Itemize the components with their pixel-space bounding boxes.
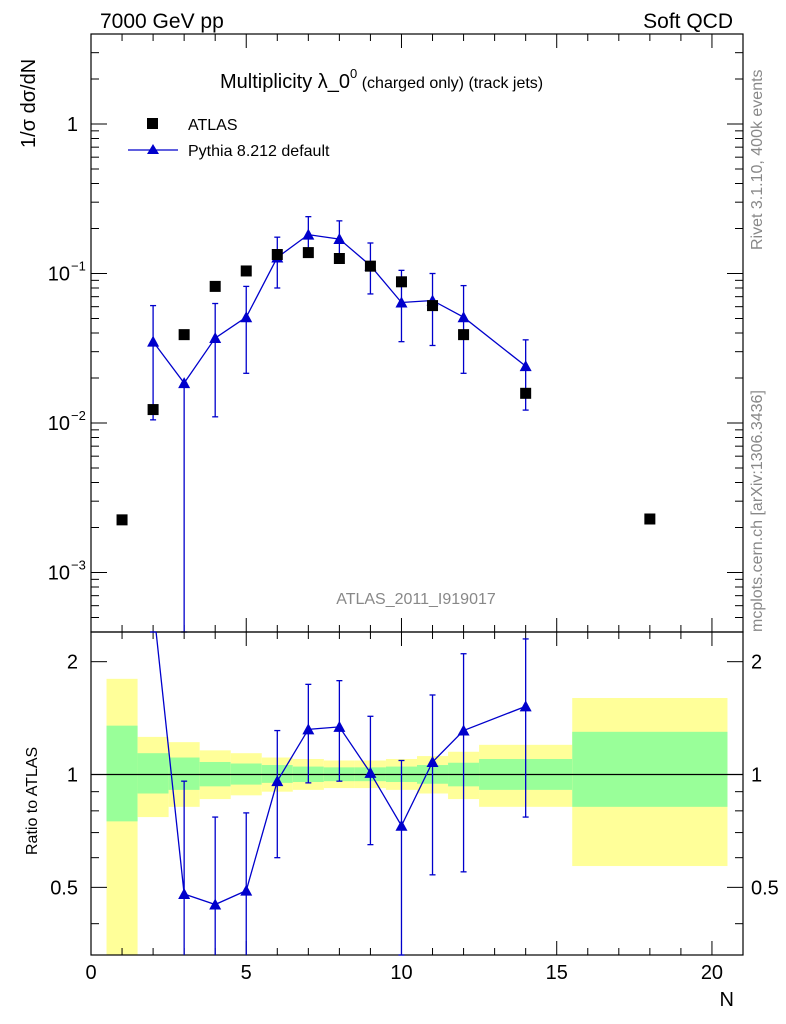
rivet-label: Rivet 3.1.10, 400k events — [749, 69, 766, 250]
ratio-marker-5 — [302, 723, 315, 735]
ratio-ytick-label-left-1: 1 — [67, 765, 78, 787]
atlas-marker-1 — [147, 404, 159, 416]
main-ytick-label-3: 10 — [48, 563, 70, 585]
atlas-marker-2 — [178, 329, 190, 341]
ratio-ytick-label-left-2: 2 — [67, 652, 78, 674]
pythia-marker-2 — [209, 332, 222, 344]
ratio-marker-3 — [240, 884, 253, 896]
x-axis-label: N — [720, 989, 734, 1011]
main-ytick-label-1: 10 — [48, 264, 70, 286]
main-ylabel: 1/σ dσ/dN — [18, 59, 40, 148]
chart-title-tail: (charged only) (track jets) — [357, 75, 543, 92]
x-tick-label-3: 15 — [546, 962, 568, 984]
pythia-marker-0 — [147, 335, 160, 347]
chart-title-main: Multiplicity λ_0 — [220, 71, 350, 93]
x-tick-label-4: 20 — [701, 962, 723, 984]
atlas-marker-3 — [209, 280, 221, 292]
main-ytick-label-exp-3: −3 — [71, 558, 86, 573]
ratio-ytick-label-right-0: 0.5 — [751, 877, 779, 899]
ratio-plot-frame — [90, 631, 744, 956]
ratio-marker-9 — [426, 755, 439, 767]
ratio-ytick-label-right-2: 2 — [751, 652, 762, 674]
main-plot-layer: 110−110−210−3 — [48, 33, 744, 633]
atlas-marker-10 — [427, 300, 439, 312]
atlas-marker-0 — [116, 514, 128, 526]
ratio-band-green-1 — [137, 753, 169, 794]
ratio-band-green-0 — [106, 725, 138, 822]
ratio-marker-2 — [209, 898, 222, 910]
ratio-ytick-label-left-0: 0.5 — [50, 877, 78, 899]
legend-pythia-label: Pythia 8.212 default — [188, 143, 330, 160]
header-left: 7000 GeV pp — [100, 10, 224, 33]
pythia-marker-3 — [240, 311, 253, 323]
legend-atlas-marker — [147, 118, 158, 129]
ratio-marker-7 — [364, 766, 377, 778]
legend-atlas-label: ATLAS — [188, 117, 238, 134]
legend: ATLAS Pythia 8.212 default — [128, 117, 330, 160]
ratio-band-green-13 — [572, 731, 728, 807]
pythia-marker-10 — [457, 311, 470, 323]
pythia-marker-1 — [178, 377, 191, 389]
ratio-line — [155, 632, 526, 906]
main-ytick-label-exp-1: −1 — [71, 259, 86, 274]
ratio-marker-1 — [178, 888, 191, 900]
x-tick-label-1: 5 — [241, 962, 252, 984]
ratio-ytick-label-right-1: 1 — [751, 765, 762, 787]
atlas-marker-12 — [520, 387, 532, 399]
atlas-marker-8 — [364, 260, 376, 272]
atlas-marker-13 — [644, 513, 656, 525]
atlas-marker-7 — [333, 253, 345, 265]
analysis-watermark: ATLAS_2011_I919017 — [336, 591, 496, 608]
pythia-marker-6 — [333, 233, 346, 245]
legend-pythia-marker — [147, 144, 159, 154]
atlas-marker-11 — [458, 329, 470, 341]
ratio-marker-4 — [271, 775, 284, 787]
mcplots-label: mcplots.cern.ch [arXiv:1306.3436] — [749, 390, 766, 632]
main-ytick-label-2: 10 — [48, 413, 70, 435]
ratio-marker-11 — [519, 700, 532, 712]
header-right: Soft QCD — [643, 10, 733, 33]
x-tick-label-0: 0 — [85, 962, 96, 984]
ratio-marker-8 — [395, 819, 408, 831]
ratio-ylabel: Ratio to ATLAS — [24, 747, 41, 855]
x-tick-label-2: 10 — [390, 962, 412, 984]
ratio-plot-layer: 0 5 10 15 20 0.5 0.5 1 1 2 2 — [50, 631, 779, 984]
atlas-marker-9 — [395, 276, 407, 288]
atlas-marker-5 — [271, 249, 283, 261]
atlas-marker-6 — [302, 247, 314, 259]
pythia-marker-8 — [395, 296, 408, 308]
ratio-marker-10 — [457, 724, 470, 736]
main-ytick-label-0: 1 — [67, 114, 78, 136]
main-ytick-label-exp-2: −2 — [71, 408, 86, 423]
chart-title-sup: 0 — [350, 66, 357, 81]
chart-title: Multiplicity λ_00 (charged only) (track … — [220, 66, 543, 93]
atlas-marker-4 — [240, 265, 252, 277]
ratio-marker-6 — [333, 720, 346, 732]
pythia-marker-11 — [519, 360, 532, 372]
pythia-marker-5 — [302, 228, 315, 240]
